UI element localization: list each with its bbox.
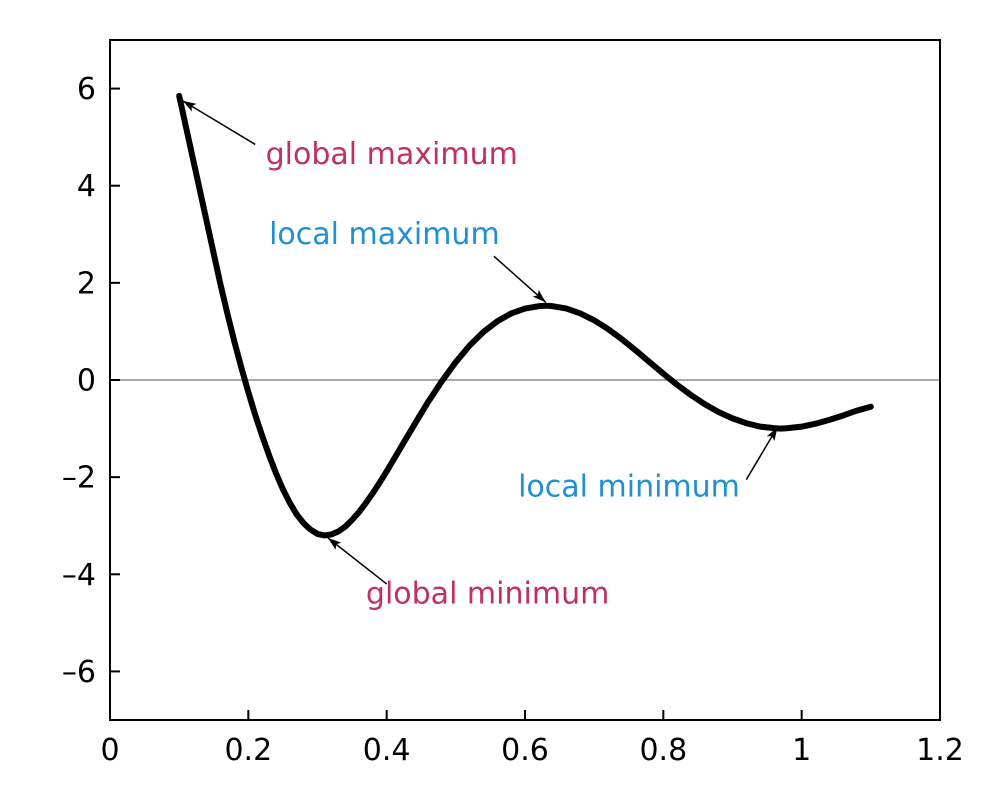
x-tick-label: 1.2: [916, 733, 964, 768]
x-tick-label: 0: [100, 733, 119, 768]
y-tick-label: 2: [77, 266, 96, 301]
annotation-label: global maximum: [266, 137, 518, 172]
y-tick-label: –4: [62, 558, 96, 593]
y-tick-label: –2: [62, 461, 96, 496]
x-tick-label: 0.4: [363, 733, 411, 768]
y-tick-label: –6: [62, 655, 96, 690]
x-tick-label: 0.8: [639, 733, 687, 768]
annotation-label: local maximum: [269, 217, 500, 252]
annotation-label: local minimum: [518, 470, 740, 505]
x-tick-label: 0.2: [224, 733, 272, 768]
y-tick-label: 6: [77, 72, 96, 107]
annotation-label: global minimum: [366, 576, 609, 611]
y-tick-label: 0: [77, 364, 96, 399]
x-tick-label: 0.6: [501, 733, 549, 768]
extrema-chart: 0 0.2 0.4 0.6 0.8 1 1.2 –6 –4 –2 0 2 4 6 global maxi…: [0, 0, 1000, 800]
y-tick-label: 4: [77, 169, 96, 204]
x-tick-label: 1: [792, 733, 811, 768]
